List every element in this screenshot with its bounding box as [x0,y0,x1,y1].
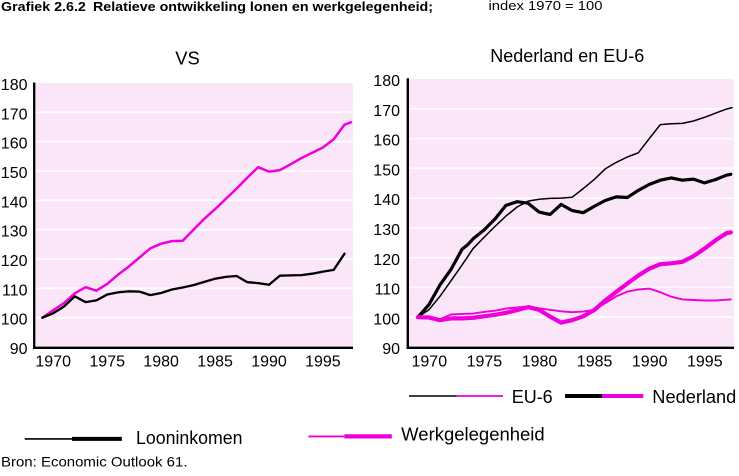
svg-text:1975: 1975 [467,354,503,371]
svg-text:1975: 1975 [89,354,125,371]
svg-text:100: 100 [373,311,400,328]
svg-text:Grafiek 2.6.2 Relatieve ontwik: Grafiek 2.6.2 Relatieve ontwikkeling lon… [1,0,433,14]
svg-text:Werkgelegenheid: Werkgelegenheid [401,424,545,444]
svg-text:index 1970 = 100: index 1970 = 100 [489,0,603,13]
svg-text:180: 180 [373,73,400,90]
svg-text:Bron: Economic Outlook 61.: Bron: Economic Outlook 61. [1,454,188,470]
svg-text:1980: 1980 [522,354,558,371]
svg-text:100: 100 [1,312,28,329]
svg-text:1995: 1995 [305,354,341,371]
svg-text:130: 130 [373,222,400,239]
svg-text:1985: 1985 [197,354,233,371]
svg-text:1990: 1990 [251,354,287,371]
svg-text:140: 140 [373,192,400,209]
svg-text:160: 160 [1,136,28,153]
svg-text:1970: 1970 [412,354,448,371]
svg-text:140: 140 [1,194,28,211]
svg-text:EU-6: EU-6 [512,387,553,407]
svg-text:150: 150 [1,165,28,182]
svg-text:180: 180 [1,77,28,94]
svg-text:160: 160 [373,133,400,150]
svg-text:110: 110 [374,282,400,299]
svg-text:120: 120 [373,252,400,269]
svg-text:130: 130 [1,224,28,241]
svg-text:1990: 1990 [632,354,668,371]
svg-text:Nederland: Nederland [652,387,736,407]
svg-text:120: 120 [1,253,28,270]
svg-text:110: 110 [2,282,28,299]
svg-text:170: 170 [373,103,400,120]
svg-text:1985: 1985 [577,354,613,371]
svg-text:Looninkomen: Looninkomen [136,428,243,448]
svg-text:1970: 1970 [35,354,71,371]
svg-text:VS: VS [175,49,200,69]
svg-text:170: 170 [1,106,28,123]
svg-text:1995: 1995 [687,354,723,371]
svg-text:1980: 1980 [143,354,179,371]
svg-text:Nederland en EU-6: Nederland en EU-6 [490,46,644,66]
svg-text:150: 150 [373,162,400,179]
svg-text:90: 90 [382,341,400,358]
svg-text:90: 90 [10,341,28,358]
